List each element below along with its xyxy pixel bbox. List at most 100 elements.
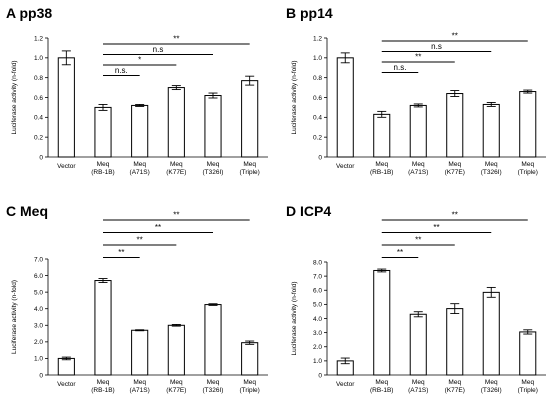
category-label: (RB-1B) [91, 387, 114, 394]
y-tick-label: 0.4 [34, 115, 43, 122]
category-label: Meq [207, 379, 220, 386]
bar [94, 106, 112, 158]
category-label: (K77E) [445, 169, 465, 176]
y-tick-label: 3.0 [34, 323, 43, 330]
bar [373, 113, 391, 158]
category-label: (A71S) [130, 387, 150, 394]
y-axis-label: Luciferase activity (n-fold) [11, 280, 18, 354]
category-label: Meq [133, 161, 146, 168]
category-label: (K77E) [166, 387, 186, 394]
category-label: (Triple) [518, 387, 538, 394]
category-label: Meq [485, 379, 498, 386]
panel-title: B pp14 [286, 5, 333, 21]
panel-4: D ICP4 0 1.0 2.0 3.0 4.0 5.0 6.0 7.0 8.0 Luciferas… [286, 203, 546, 394]
y-tick-label: 0 [318, 372, 322, 379]
category-label: Meq [97, 379, 110, 386]
y-axis-label: Luciferase activity (n-fold) [291, 60, 298, 134]
y-tick-label: 1.2 [34, 35, 43, 42]
y-tick-label: 0.6 [34, 95, 43, 102]
category-label: Meq [375, 379, 388, 386]
y-tick-label: 1.0 [34, 55, 43, 62]
category-label: Meq [412, 379, 425, 386]
y-tick-label: 0.8 [34, 75, 43, 82]
category-label: (T326I) [481, 169, 502, 176]
panel-1: A pp38 0 0.2 0.4 0.6 0.8 1.0 1.2 Luciferase acti… [6, 5, 268, 176]
bar [446, 93, 464, 158]
y-tick-label: 4.0 [313, 316, 322, 323]
category-label: (RB-1B) [91, 169, 114, 176]
bar [57, 57, 75, 158]
category-label: Meq [170, 161, 183, 168]
bar [167, 324, 185, 376]
bar [519, 91, 537, 158]
category-label: Meq [207, 161, 220, 168]
category-label: Meq [448, 379, 461, 386]
y-tick-label: 6.0 [34, 273, 43, 280]
significance-label: n.s [431, 42, 442, 51]
panel-3: C Meq 0 1.0 2.0 3.0 4.0 5.0 6.0 7.0 Luciferase ac… [6, 203, 268, 394]
category-label: Meq [243, 161, 256, 168]
bar [204, 95, 222, 158]
bar [482, 291, 500, 376]
significance-label: ** [415, 236, 421, 245]
significance-label: ** [137, 236, 143, 245]
category-label: (A71S) [408, 387, 428, 394]
panel-2: B pp14 0 0.2 0.4 0.6 0.8 1.0 1.2 Luciferase acti… [286, 5, 546, 176]
y-tick-label: 0.4 [313, 115, 322, 122]
y-tick-label: 7.0 [313, 273, 322, 280]
y-tick-label: 0 [318, 154, 322, 161]
y-tick-label: 1.0 [34, 356, 43, 363]
y-tick-label: 0 [39, 372, 43, 379]
panel-title: C Meq [6, 203, 48, 219]
y-tick-label: 8.0 [313, 259, 322, 266]
category-label: (T326I) [203, 387, 224, 394]
bar [409, 104, 427, 158]
significance-label: ** [173, 35, 179, 44]
category-label: (Triple) [239, 169, 259, 176]
significance-label: ** [173, 211, 179, 220]
y-tick-label: 4.0 [34, 306, 43, 313]
category-label: (RB-1B) [370, 387, 393, 394]
category-label: Meq [375, 161, 388, 168]
category-label: Meq [448, 161, 461, 168]
bar [241, 80, 259, 158]
y-tick-label: 0.2 [313, 134, 322, 141]
significance-label: ** [118, 248, 124, 257]
category-label: Meq [97, 161, 110, 168]
y-tick-label: 0.8 [313, 75, 322, 82]
bar [241, 342, 259, 376]
y-tick-label: 1.0 [313, 358, 322, 365]
category-label: Meq [412, 161, 425, 168]
category-label: (K77E) [166, 169, 186, 176]
category-label: Meq [521, 161, 534, 168]
bar [482, 103, 500, 158]
category-label: (A71S) [130, 169, 150, 176]
bar [94, 280, 112, 376]
y-axis-label: Luciferase activity (n-fold) [291, 281, 298, 355]
category-label: Vector [57, 163, 76, 170]
y-axis-label: Luciferase activity (n-fold) [11, 60, 18, 134]
category-label: (RB-1B) [370, 169, 393, 176]
bar [519, 331, 537, 376]
significance-label: ** [452, 32, 458, 41]
y-tick-label: 0.6 [313, 95, 322, 102]
category-label: Meq [521, 379, 534, 386]
bar [336, 57, 354, 158]
panel-title: D ICP4 [286, 203, 331, 219]
bar [446, 308, 464, 376]
category-label: Meq [133, 379, 146, 386]
significance-label: n.s. [115, 66, 128, 75]
y-tick-label: 2.0 [313, 344, 322, 351]
y-tick-label: 7.0 [34, 256, 43, 263]
significance-label: ** [452, 211, 458, 220]
bar [409, 313, 427, 376]
significance-label: ** [155, 223, 161, 232]
significance-label: n.s. [394, 63, 407, 72]
y-tick-label: 5.0 [313, 302, 322, 309]
y-tick-label: 1.0 [313, 55, 322, 62]
bar [373, 269, 391, 376]
y-tick-label: 0 [39, 154, 43, 161]
category-label: Vector [336, 381, 355, 388]
y-tick-label: 0.2 [34, 134, 43, 141]
significance-label: ** [433, 223, 439, 232]
